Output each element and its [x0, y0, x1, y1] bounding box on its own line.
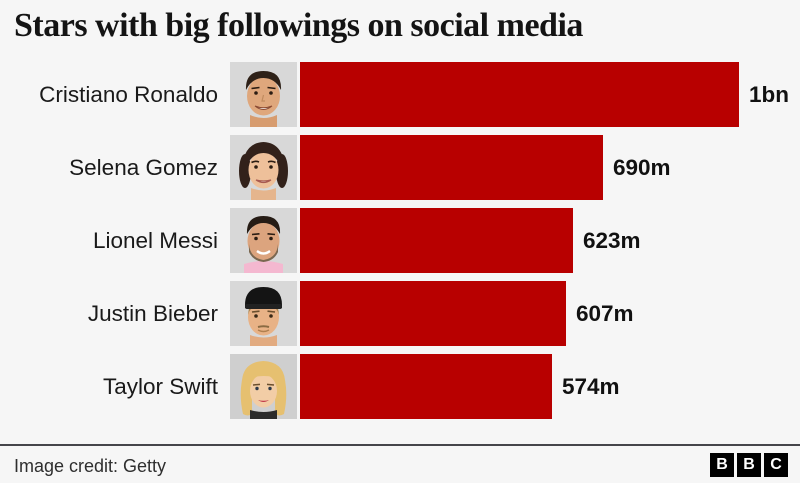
celebrity-name: Justin Bieber	[87, 301, 218, 326]
image-credit: Image credit: Getty	[14, 456, 167, 476]
follower-bar	[300, 208, 573, 273]
bbc-logo-letter-1: B	[710, 453, 734, 477]
follower-bar	[300, 354, 552, 419]
chart-row-cristiano-ronaldo: Cristiano Ronaldo 1bn	[0, 62, 800, 127]
chart-row-taylor-swift: Taylor Swift	[0, 354, 800, 419]
chart-title: Stars with big followings on social medi…	[14, 7, 583, 44]
celebrity-name: Cristiano Ronaldo	[39, 82, 218, 107]
chart-row-justin-bieber: Justin Bieber	[0, 281, 800, 346]
cristiano-ronaldo-photo	[230, 62, 297, 127]
celebrity-name: Taylor Swift	[102, 374, 218, 399]
selena-gomez-photo	[230, 135, 297, 200]
follower-count: 690m	[613, 154, 671, 180]
footer-divider	[0, 444, 800, 446]
follower-count: 623m	[583, 227, 641, 253]
bbc-logo-letter-2: B	[737, 453, 761, 477]
justin-bieber-photo	[230, 281, 297, 346]
lionel-messi-photo	[230, 208, 297, 273]
follower-count: 607m	[576, 300, 634, 326]
follower-bar	[300, 135, 603, 200]
chart-row-lionel-messi: Lionel Messi 623m	[0, 208, 800, 273]
follower-count: 1bn	[749, 81, 790, 107]
bbc-logo-letter-3: C	[764, 453, 788, 477]
follower-count: 574m	[562, 373, 620, 399]
chart-row-selena-gomez: Selena Gomez	[0, 135, 800, 200]
celebrity-name: Lionel Messi	[92, 228, 218, 253]
celebrity-name: Selena Gomez	[69, 155, 218, 180]
follower-bar	[300, 62, 739, 127]
bbc-logo: B B C	[710, 453, 788, 477]
taylor-swift-photo	[230, 354, 297, 419]
follower-bar	[300, 281, 566, 346]
